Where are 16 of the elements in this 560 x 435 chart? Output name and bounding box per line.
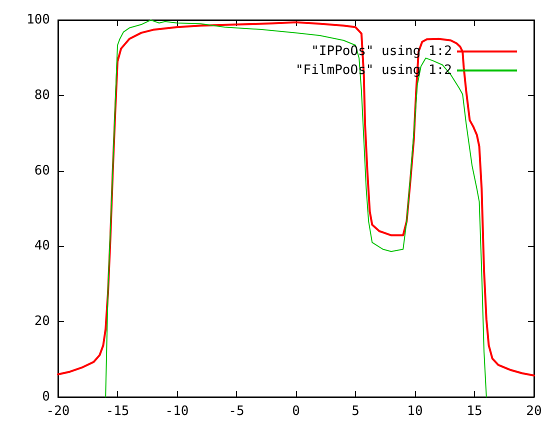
x-tick-label: 10 [407,404,423,419]
y-tick-label: 80 [34,88,50,103]
x-tick-label: -5 [228,404,244,419]
y-tick-label: 60 [34,163,50,178]
x-tick-label: 15 [466,404,482,419]
x-tick-label: -10 [165,404,189,419]
line-series [105,20,487,398]
y-tick-label: 0 [42,390,50,404]
y-tick-label: 100 [26,12,50,28]
x-tick-label: 5 [352,404,360,419]
y-tick-label: 40 [34,238,50,254]
x-tick-label: -20 [46,404,70,419]
x-tick-label: 0 [292,404,300,419]
y-tick-label: 20 [34,314,50,330]
x-tick-label: -15 [106,404,130,419]
x-tick-label: 20 [526,404,542,419]
